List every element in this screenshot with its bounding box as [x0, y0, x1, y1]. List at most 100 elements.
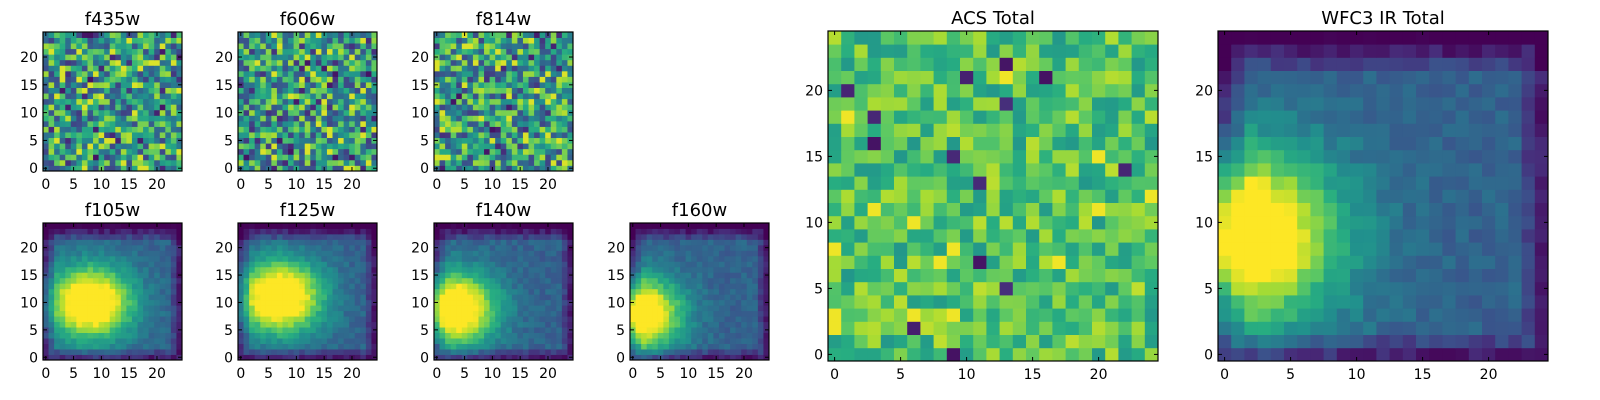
heatmap-cell — [763, 338, 770, 344]
heatmap-cell — [70, 332, 77, 339]
heatmap-cell — [87, 316, 94, 323]
heatmap-cell — [986, 215, 1000, 230]
heatmap-cell — [282, 137, 289, 144]
heatmap-cell — [986, 308, 1000, 322]
heatmap-cell — [271, 305, 278, 312]
heatmap-cell — [713, 310, 720, 317]
heatmap-cell — [282, 165, 289, 172]
heatmap-cell — [81, 288, 88, 295]
heatmap-cell — [635, 316, 642, 323]
heatmap-cell — [517, 255, 524, 262]
heatmap-cell — [545, 126, 552, 133]
heatmap-cell — [445, 65, 452, 72]
heatmap-cell — [148, 327, 155, 333]
heatmap-cell — [81, 272, 88, 279]
heatmap-cell — [254, 228, 261, 235]
heatmap-cell — [556, 37, 563, 44]
heatmap-cell — [148, 228, 155, 235]
heatmap-cell — [276, 239, 283, 246]
heatmap-cell — [506, 354, 513, 361]
heatmap-cell — [763, 239, 770, 246]
heatmap-cell — [143, 93, 150, 100]
heatmap-cell — [315, 65, 322, 72]
heatmap-cell — [920, 163, 934, 177]
heatmap-cell — [484, 272, 490, 279]
heatmap-cell — [131, 98, 138, 105]
heatmap-cell — [445, 98, 452, 105]
heatmap-cell — [630, 321, 636, 328]
heatmap-cell — [154, 65, 161, 72]
heatmap-cell — [472, 132, 479, 139]
heatmap-cell — [137, 115, 144, 122]
heatmap-cell — [556, 327, 563, 333]
heatmap-cell — [326, 87, 333, 94]
heatmap-cell — [349, 228, 356, 235]
heatmap-cell — [238, 132, 244, 139]
heatmap-cell — [522, 43, 529, 50]
heatmap-cell — [65, 272, 72, 279]
heatmap-cell — [907, 189, 921, 203]
heatmap-cell — [98, 310, 105, 317]
heatmap-cell — [680, 277, 686, 284]
heatmap-cell — [371, 115, 378, 122]
heatmap-cell — [360, 54, 367, 61]
heatmap-cell — [933, 176, 948, 190]
heatmap-cell — [730, 305, 737, 312]
heatmap-cell — [668, 244, 675, 251]
heatmap-cell — [120, 109, 127, 116]
heatmap-cell — [1039, 189, 1053, 203]
heatmap-cell — [511, 104, 518, 111]
heatmap-cell — [556, 299, 563, 306]
heatmap-cell — [500, 354, 507, 361]
heatmap-cell — [343, 109, 350, 116]
heatmap-cell — [249, 98, 256, 105]
heatmap-cell — [165, 283, 172, 290]
heatmap-cell — [98, 299, 105, 306]
heatmap-cell — [522, 154, 529, 161]
heatmap-cell — [489, 299, 496, 306]
heatmap-cell — [137, 37, 144, 44]
heatmap-cell — [511, 261, 518, 268]
heatmap-cell — [371, 316, 378, 323]
heatmap-cell — [434, 148, 440, 155]
heatmap-cell — [757, 327, 764, 333]
heatmap-cell — [321, 233, 328, 240]
heatmap-cell — [282, 143, 289, 150]
heatmap-cell — [293, 272, 300, 279]
heatmap-cell — [321, 244, 328, 251]
heatmap-cell — [65, 228, 72, 235]
heatmap-cell — [652, 305, 659, 312]
heatmap-cell — [243, 266, 250, 273]
heatmap-cell — [265, 255, 272, 262]
heatmap-cell — [1078, 268, 1093, 283]
heatmap-cell — [674, 332, 681, 339]
heatmap-cell — [702, 305, 709, 312]
heatmap-cell — [674, 228, 681, 235]
heatmap-cell — [293, 310, 300, 317]
heatmap-cell — [696, 343, 703, 350]
heatmap-cell — [986, 149, 1000, 164]
heatmap-cell — [170, 305, 177, 312]
heatmap-cell — [484, 65, 490, 72]
heatmap-cell — [1052, 242, 1066, 256]
heatmap-cell — [707, 321, 714, 328]
heatmap-cell — [76, 148, 83, 155]
heatmap-cell — [65, 165, 72, 172]
heatmap-cell — [243, 48, 250, 55]
heatmap-cell — [657, 250, 664, 257]
heatmap-cell — [657, 343, 664, 350]
heatmap-cell — [176, 228, 183, 235]
heatmap-cell — [478, 305, 485, 312]
heatmap-cell — [652, 310, 659, 317]
heatmap-cell — [76, 87, 83, 94]
heatmap-cell — [176, 233, 183, 240]
heatmap-cell — [338, 321, 345, 328]
heatmap-cell — [143, 54, 150, 61]
heatmap-cell — [445, 223, 452, 229]
heatmap-cell — [282, 37, 289, 44]
heatmap-cell — [495, 98, 502, 105]
heatmap-cell — [243, 283, 250, 290]
heatmap-cell — [545, 115, 552, 122]
heatmap-cell — [534, 154, 541, 161]
heatmap-cell — [310, 332, 317, 339]
